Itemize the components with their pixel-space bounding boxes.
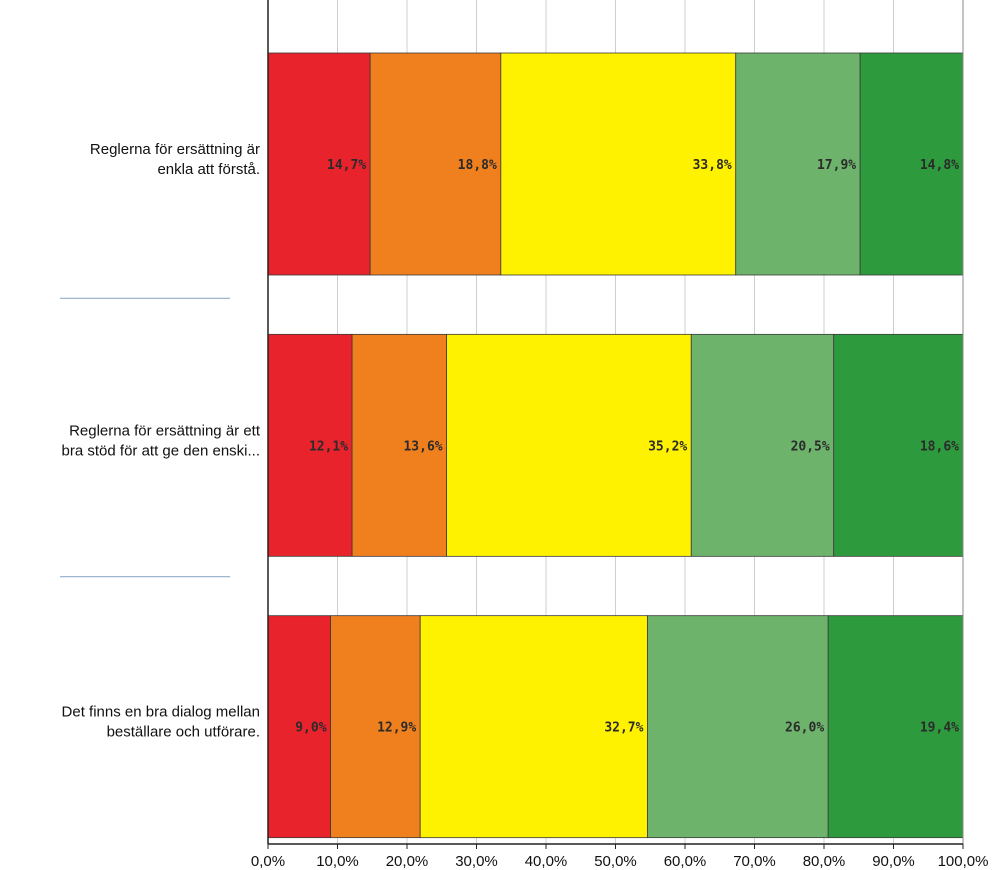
data-label-row3-segment4: 26,0% [785, 721, 824, 736]
bar-row1-segment2 [369, 52, 502, 276]
bar-row2-segment5 [833, 333, 964, 557]
x-tick-label-50: 50,0% [594, 853, 637, 870]
x-tick-label-80: 80,0% [803, 853, 846, 870]
category-label-1-line1: Reglerna för ersättning är [90, 141, 260, 158]
data-label-row1-segment2: 18,8% [458, 158, 497, 173]
data-label-row2-segment2: 13,6% [403, 439, 442, 454]
category-separators [60, 297, 230, 578]
data-label-row3-segment3: 32,7% [604, 721, 643, 736]
x-tick-label-40: 40,0% [525, 853, 568, 870]
data-label-row1-segment1: 14,7% [327, 158, 366, 173]
x-tick-label-20: 20,0% [386, 853, 429, 870]
x-tick-label-10: 10,0% [316, 853, 359, 870]
category-label-2-line1: Reglerna för ersättning är ett [69, 422, 261, 439]
data-label-row1-segment4: 17,9% [817, 158, 856, 173]
category-label-3: Det finns en bra dialog mellan beställare… [62, 704, 260, 741]
bar-row1-segment3 [500, 52, 737, 276]
bar-row2-segment1 [267, 333, 353, 557]
bar-row3-segment5 [827, 615, 964, 839]
x-tick-label-60: 60,0% [664, 853, 707, 870]
data-label-row3-segment5: 19,4% [920, 721, 959, 736]
bar-row3-segment4 [647, 615, 829, 839]
x-tick-label-100: 100,0% [938, 853, 989, 870]
category-label-3-line2: beställare och utförare. [107, 724, 260, 741]
bars [267, 52, 964, 839]
category-label-1: Reglerna för ersättning är enkla att förs… [90, 141, 260, 178]
category-label-2: Reglerna för ersättning är ett bra stöd f… [62, 422, 261, 459]
bar-row2-segment2 [351, 333, 448, 557]
x-tick-label-70: 70,0% [733, 853, 776, 870]
data-label-row1-segment5: 14,8% [920, 158, 959, 173]
category-label-1-line2: enkla att förstå. [157, 161, 260, 178]
bar-row2-segment3 [446, 333, 692, 557]
data-label-row2-segment1: 12,1% [309, 439, 348, 454]
bar-row3-segment1 [267, 615, 331, 839]
x-tick-label-0: 0,0% [251, 853, 285, 870]
bar-row3-segment3 [419, 615, 648, 839]
bar-row1-segment4 [735, 52, 861, 276]
data-labels: 14,7% 18,8% 33,8% 17,9% 14,8% 12,1% 13,6% 35,2%… [295, 158, 959, 736]
data-label-row2-segment3: 35,2% [648, 439, 687, 454]
bar-row1-segment5 [859, 52, 964, 276]
category-label-2-line2: bra stöd för att ge den enski... [62, 442, 260, 459]
x-axis-ticks: 0,0% 10,0% 20,0% 30,0% 40,0% 50,0% 60,0% 70,0% 8… [251, 844, 989, 870]
data-label-row3-segment1: 9,0% [295, 721, 326, 736]
bar-row1-segment1 [267, 52, 371, 276]
data-label-row2-segment4: 20,5% [791, 439, 830, 454]
data-label-row1-segment3: 33,8% [693, 158, 732, 173]
category-labels: Reglerna för ersättning är enkla att förs… [62, 141, 261, 741]
x-tick-label-30: 30,0% [455, 853, 498, 870]
data-label-row2-segment5: 18,6% [920, 439, 959, 454]
data-label-row3-segment2: 12,9% [377, 721, 416, 736]
bar-row3-segment2 [330, 615, 421, 839]
x-tick-label-90: 90,0% [872, 853, 915, 870]
category-label-3-line1: Det finns en bra dialog mellan [62, 704, 260, 721]
bar-row2-segment4 [690, 333, 835, 557]
